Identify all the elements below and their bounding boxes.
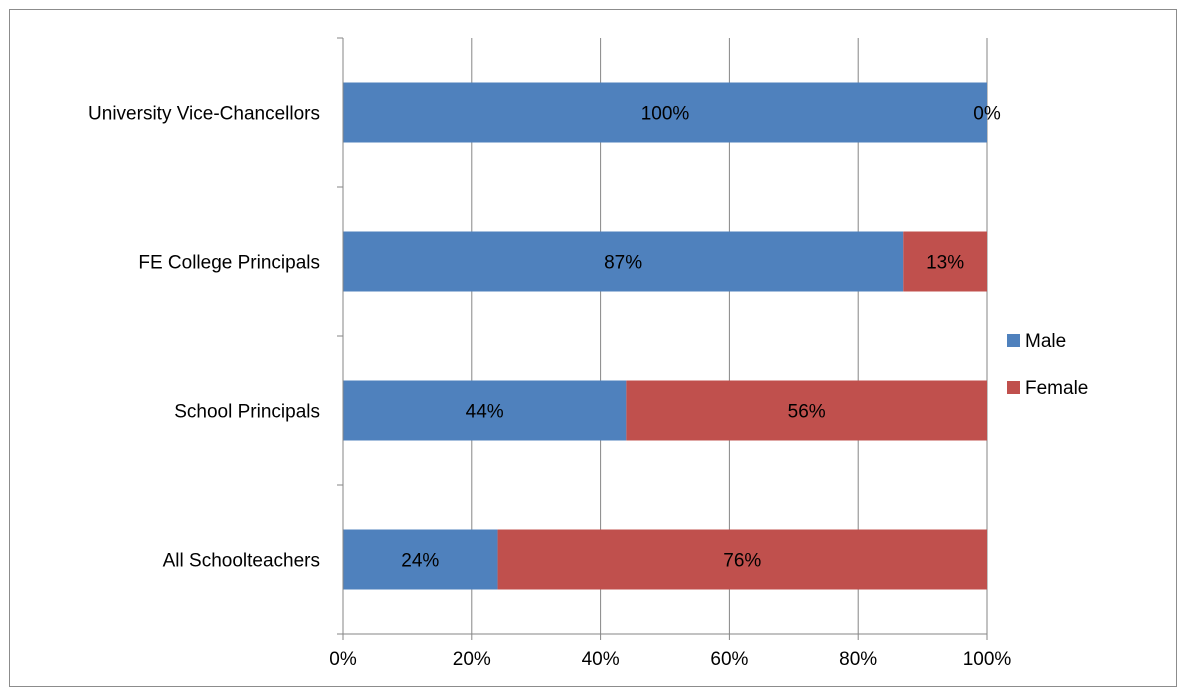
bar-male-0 bbox=[343, 82, 987, 143]
bar-male-2 bbox=[343, 380, 627, 441]
x-tick-label: 60% bbox=[710, 649, 748, 670]
x-tick-label: 0% bbox=[329, 649, 357, 670]
data-label-female: 13% bbox=[926, 253, 964, 274]
category-label: All Schoolteachers bbox=[163, 551, 320, 572]
legend-label-male: Male bbox=[1025, 331, 1066, 352]
data-label-female: 76% bbox=[723, 551, 761, 572]
data-label-female: 56% bbox=[788, 402, 826, 423]
data-label-male: 44% bbox=[466, 402, 504, 423]
x-tick-label: 100% bbox=[963, 649, 1012, 670]
data-label-male: 100% bbox=[641, 104, 690, 125]
legend-swatch-female bbox=[1007, 381, 1020, 394]
x-tick-label: 40% bbox=[582, 649, 620, 670]
bar-female-1 bbox=[903, 231, 987, 292]
data-label-female: 0% bbox=[973, 104, 1001, 125]
legend-swatch-male bbox=[1007, 334, 1020, 347]
category-label: University Vice-Chancellors bbox=[88, 104, 320, 125]
x-tick-label: 20% bbox=[453, 649, 491, 670]
category-label: FE College Principals bbox=[138, 253, 320, 274]
data-label-male: 87% bbox=[604, 253, 642, 274]
bar-female-2 bbox=[626, 380, 987, 441]
bar-male-1 bbox=[343, 231, 904, 292]
x-tick-label: 80% bbox=[839, 649, 877, 670]
bar-male-3 bbox=[343, 529, 498, 590]
category-label: School Principals bbox=[174, 402, 320, 423]
legend-label-female: Female bbox=[1025, 378, 1088, 399]
data-label-male: 24% bbox=[401, 551, 439, 572]
bar-female-3 bbox=[497, 529, 987, 590]
